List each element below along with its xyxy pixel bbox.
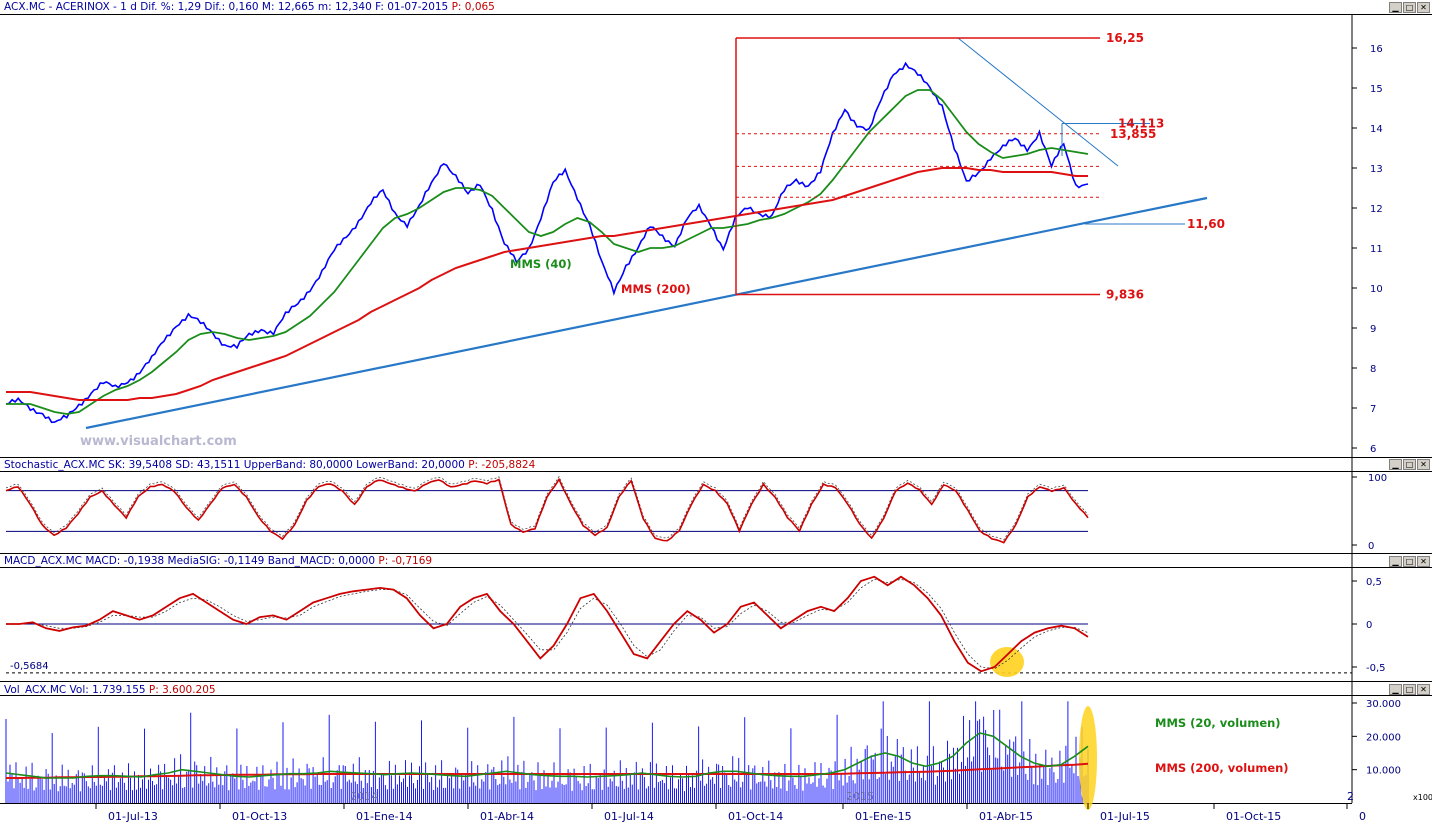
x-tick-label: 01-Oct-14 (728, 810, 783, 823)
volume-highlight (1079, 706, 1097, 810)
price-header-value: P: 0,065 (451, 1, 495, 13)
stochastic-sd-line (5, 475, 1089, 541)
mms40-label: MMS (40) (510, 257, 572, 271)
level-annotation: 11,60 (1187, 217, 1225, 231)
price-tick-label: 8 (1370, 364, 1376, 375)
x-tick-label: 01-Ene-14 (356, 810, 413, 823)
mms40-line (6, 89, 1089, 415)
minimize-button[interactable]: ▁ (1389, 2, 1402, 13)
volume-mms20-label: MMS (20, volumen) (1155, 716, 1281, 730)
macd-tick-label: 0,5 (1366, 577, 1382, 588)
minimize-button[interactable]: ▁ (1389, 459, 1402, 470)
macd-line (6, 575, 1089, 673)
price-tick-label: 6 (1370, 444, 1376, 455)
price-tick-label: 14 (1370, 124, 1383, 135)
stochastic-pane-controls: ▁ □ ✕ (1389, 459, 1430, 470)
macd-pane-header: MACD_ACX.MC MACD: -0,1938 MediaSIG: -0,1… (4, 555, 432, 567)
volume-tick-label: 30.000 (1366, 699, 1401, 710)
close-button[interactable]: ✕ (1417, 684, 1430, 695)
x-tick-label: 01-Ene-15 (855, 810, 912, 823)
uptrend-line (85, 196, 1208, 430)
volume-pane-controls: ▁ □ ✕ (1389, 684, 1430, 695)
price-tick-label: 16 (1370, 44, 1383, 55)
volume-mms200-line (6, 762, 1089, 779)
level-annotation: 13,855 (1110, 127, 1156, 141)
x-axis-extra-label: 2 (1347, 790, 1354, 803)
x-tick-label: 01-Oct-15 (1226, 810, 1281, 823)
price-tick-label: 9 (1370, 324, 1376, 335)
x-tick-label: 0 (1359, 810, 1366, 823)
year-label: 2014 (350, 790, 378, 803)
volume-pane: 30.000 20.000 10.000 MMS (20, volumen) MMS (… (5, 699, 1432, 810)
price-tick-label: 13 (1370, 164, 1383, 175)
price-pane-header: ACX.MC - ACERINOX - 1 d Dif. %: 1,29 Dif… (4, 1, 495, 13)
minimize-button[interactable]: ▁ (1389, 684, 1402, 695)
price-header-label: ACX.MC - ACERINOX - 1 d Dif. %: 1,29 Dif… (4, 1, 449, 13)
restore-button[interactable]: □ (1403, 684, 1416, 695)
level-annotation: 14,113 (1118, 116, 1164, 130)
macd-header-value: P: -0,7169 (378, 555, 433, 567)
price-tick-label: 12 (1370, 204, 1383, 215)
x-axis: 01-Jul-13 01-Oct-13 01-Ene-14 01-Abr-14 01-J… (95, 790, 1366, 823)
macd-signal-line (6, 578, 1089, 670)
macd-pane: -0,5684 0,5 0 -0,5 (6, 575, 1386, 677)
volume-header-value: P: 3.600.205 (148, 684, 216, 696)
volume-tick-label: 20.000 (1366, 732, 1401, 743)
price-tick-label: 11 (1370, 244, 1383, 255)
volume-header-label: Vol_ACX.MC Vol: 1.739.155 (4, 684, 146, 696)
volume-tick-label: 10.000 (1366, 766, 1401, 777)
x-tick-label: 01-Abr-15 (979, 810, 1033, 823)
close-button[interactable]: ✕ (1417, 2, 1430, 13)
stochastic-sk-line (5, 477, 1089, 544)
stochastic-tick-label: 0 (1368, 541, 1374, 552)
macd-header-label: MACD_ACX.MC MACD: -0,1938 MediaSIG: -0,1… (4, 555, 376, 567)
stochastic-pane: 100 0 (5, 473, 1387, 552)
year-label: 2015 (846, 790, 874, 803)
pane-frames (0, 14, 1432, 804)
stochastic-header-value: P: -205,8824 (468, 459, 536, 471)
level-annotation: 16,25 (1106, 31, 1144, 45)
close-button[interactable]: ✕ (1417, 556, 1430, 567)
x-tick-label: 01-Abr-14 (480, 810, 534, 823)
volume-unit-label: x100 (1413, 793, 1432, 802)
price-tick-label: 10 (1370, 284, 1383, 295)
stochastic-header-label: Stochastic_ACX.MC SK: 39,5408 SD: 43,151… (4, 459, 465, 471)
close-button[interactable]: ✕ (1417, 459, 1430, 470)
downtrend-line (957, 37, 1119, 167)
x-tick-label: 01-Jul-15 (1100, 810, 1150, 823)
macd-highlight-circle (990, 647, 1024, 677)
stochastic-tick-label: 100 (1368, 473, 1387, 484)
price-pane-controls: ▁ □ ✕ (1389, 2, 1430, 13)
macd-tick-label: -0,5 (1366, 663, 1386, 674)
volume-mms20-line (5, 732, 1089, 779)
macd-tick-label: 0 (1366, 620, 1372, 631)
price-tick-label: 7 (1370, 404, 1376, 415)
stochastic-pane-header: Stochastic_ACX.MC SK: 39,5408 SD: 43,151… (4, 459, 535, 471)
x-tick-label: 01-Jul-13 (108, 810, 158, 823)
level-annotation: 9,836 (1106, 288, 1144, 302)
mms200-line (6, 167, 1088, 401)
x-tick-label: 01-Jul-14 (604, 810, 654, 823)
restore-button[interactable]: □ (1403, 2, 1416, 13)
restore-button[interactable]: □ (1403, 556, 1416, 567)
x-tick-label: 01-Oct-13 (232, 810, 287, 823)
watermark: www.visualchart.com (80, 434, 237, 449)
volume-pane-header: Vol_ACX.MC Vol: 1.739.155 P: 3.600.205 (4, 684, 216, 696)
mms200-label: MMS (200) (621, 282, 691, 296)
macd-min-label: -0,5684 (10, 661, 49, 672)
price-series-line (5, 61, 1089, 424)
volume-mms200-label: MMS (200, volumen) (1155, 761, 1289, 775)
minimize-button[interactable]: ▁ (1389, 556, 1402, 567)
restore-button[interactable]: □ (1403, 459, 1416, 470)
macd-pane-controls: ▁ □ ✕ (1389, 556, 1430, 567)
price-tick-label: 15 (1370, 84, 1383, 95)
